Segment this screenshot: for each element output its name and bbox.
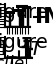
Bar [25,38,26,58]
Bar [9,57,10,58]
Bar [8,57,9,58]
Text: Figure 4: Figure 4 [0,32,53,51]
Bar [11,57,12,58]
Bar [12,57,13,58]
Bar [21,8,23,28]
Bar [26,8,28,28]
Bar [23,57,24,58]
Bar [10,57,11,58]
Bar [26,41,27,58]
Bar [14,57,15,58]
Bar [27,57,28,58]
Bar [19,11,20,28]
Legend: $\it{C. difficile}$, EBV, Titin, MAGE-A3, MAGE-A6, MAGE-B18, Dos: $\it{C. difficile}$, EBV, Titin, MAGE-A3… [0,44,38,64]
Bar [24,27,25,28]
Bar [24,47,25,58]
Bar [22,57,23,58]
Bar [11,27,13,28]
Bar [16,27,18,28]
Bar [13,57,14,58]
Bar [28,49,29,58]
Text: IMCmage1: IMCmage1 [34,6,53,26]
Bar [14,27,15,28]
Bar [6,27,8,28]
Text: Figure 3: Figure 3 [0,3,53,22]
Bar [8,13,10,28]
